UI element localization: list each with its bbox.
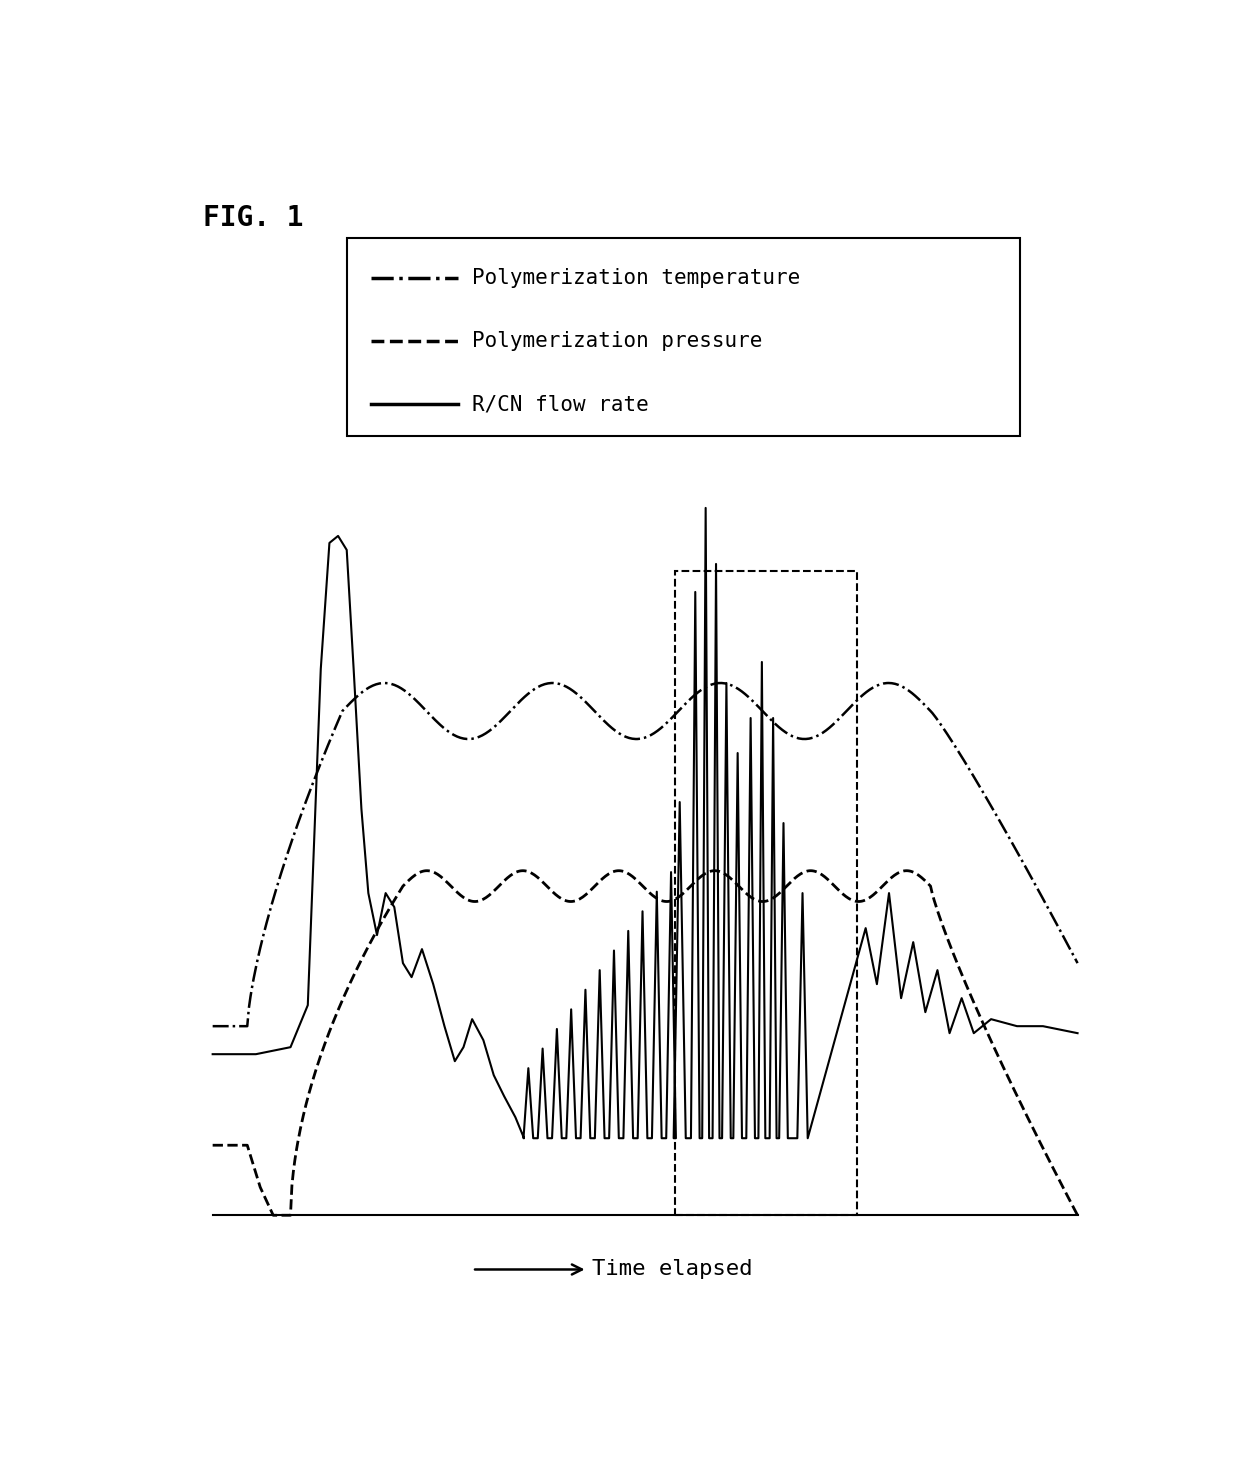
Text: Polymerization temperature: Polymerization temperature: [472, 267, 800, 288]
Text: R/CN flow rate: R/CN flow rate: [472, 395, 649, 414]
Bar: [676, 571, 857, 1215]
Text: Time elapsed: Time elapsed: [593, 1260, 753, 1279]
Text: FIG. 1: FIG. 1: [203, 204, 304, 232]
Text: Polymerization pressure: Polymerization pressure: [472, 332, 763, 351]
Bar: [347, 238, 1019, 436]
